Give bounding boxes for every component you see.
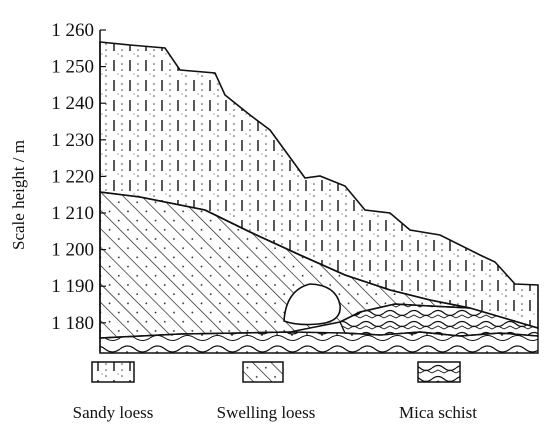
y-tick-label: 1 220 <box>51 166 94 187</box>
legend-swatch-mica-schist <box>417 361 461 383</box>
y-tick-label: 1 230 <box>51 130 94 151</box>
y-tick-label: 1 210 <box>51 203 94 224</box>
legend-swatch-swelling-loess <box>242 361 284 383</box>
legend: Sandy loess Swelling loess Mica schist <box>73 361 477 422</box>
y-tick-label: 1 250 <box>51 57 94 78</box>
legend-label-mica-schist: Mica schist <box>399 403 477 422</box>
y-tick-label: 1 240 <box>51 93 94 114</box>
legend-swatch-sandy-loess <box>91 361 135 383</box>
legend-label-sandy-loess: Sandy loess <box>73 403 154 422</box>
legend-item-swelling-loess: Swelling loess <box>217 361 316 422</box>
legend-label-swelling-loess: Swelling loess <box>217 403 316 422</box>
bedrock-band <box>99 331 539 354</box>
legend-item-sandy-loess: Sandy loess <box>73 361 154 422</box>
y-tick-label: 1 190 <box>51 276 94 297</box>
y-tick-labels: 1 260 1 250 1 240 1 230 1 220 1 210 1 200 1 190… <box>51 20 106 334</box>
legend-item-mica-schist: Mica schist <box>399 361 477 422</box>
y-tick-label: 1 200 <box>51 240 94 261</box>
y-tick-label: 1 180 <box>51 313 94 334</box>
y-axis-label: Scale height / m <box>9 140 28 250</box>
y-tick-label: 1 260 <box>51 20 94 41</box>
cave-void <box>283 283 341 326</box>
